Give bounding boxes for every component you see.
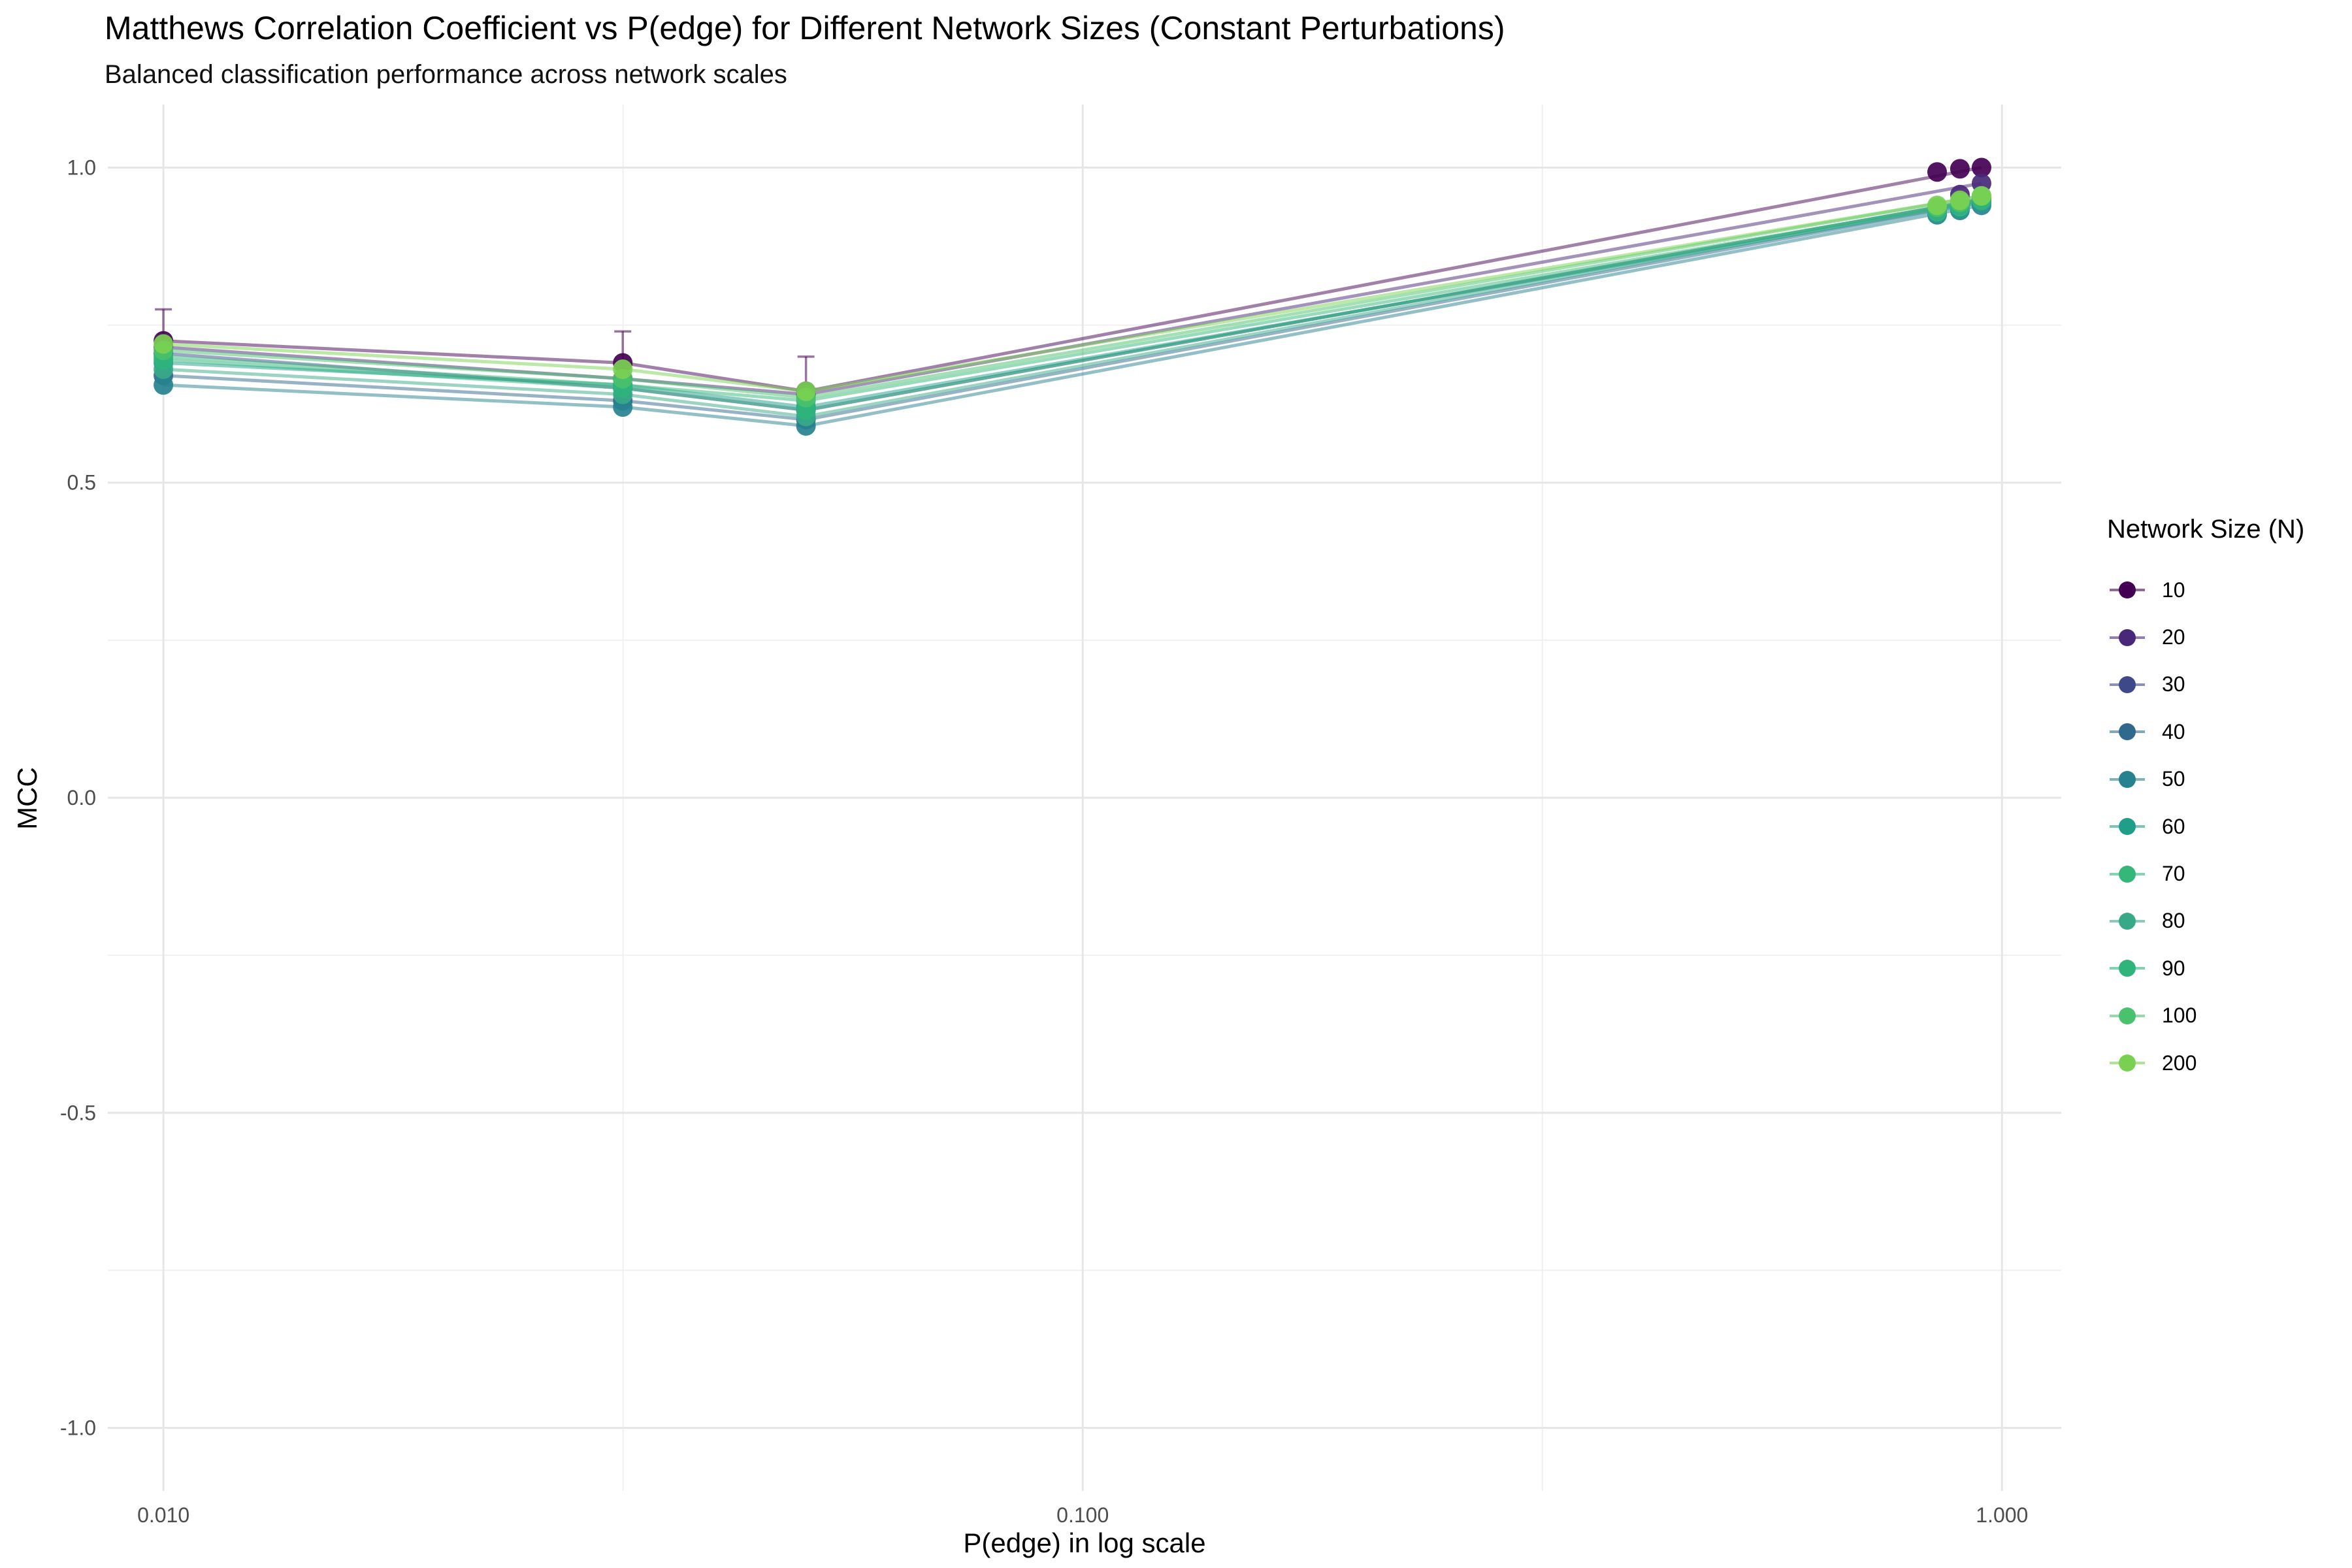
legend-item-10: 10	[2107, 566, 2304, 613]
legend-dot	[2119, 770, 2136, 788]
legend-label: 40	[2162, 719, 2185, 743]
x-tick-label: 0.010	[137, 1503, 189, 1527]
legend-item-20: 20	[2107, 613, 2304, 661]
legend-item-90: 90	[2107, 945, 2304, 992]
data-point-200	[1950, 190, 1970, 210]
series-line-80	[163, 199, 1982, 418]
legend-item-50: 50	[2107, 756, 2304, 803]
legend-dot	[2119, 581, 2136, 599]
series-line-10	[163, 165, 1982, 393]
legend-key	[2107, 861, 2148, 887]
y-tick-label: 1.0	[67, 155, 96, 179]
legend-label: 200	[2162, 1051, 2197, 1075]
series-line-70	[163, 199, 1982, 402]
data-point-10	[1927, 162, 1947, 182]
legend-label: 10	[2162, 578, 2185, 602]
legend-dot	[2119, 865, 2136, 883]
legend-key	[2107, 813, 2148, 840]
legend-item-30: 30	[2107, 661, 2304, 708]
legend-label: 70	[2162, 862, 2185, 886]
data-point-200	[154, 334, 174, 354]
legend-key	[2107, 955, 2148, 981]
data-point-200	[1927, 195, 1947, 216]
tick-labels: -1.0 -0.5 0.0 0.5 1.0 0.010 0.100 1.000	[60, 155, 2028, 1527]
legend-dot	[2119, 1007, 2136, 1024]
legend-label: 30	[2162, 672, 2185, 696]
series-line-50	[163, 203, 1982, 428]
y-tick-label: 0.5	[67, 471, 96, 495]
legend-label: 20	[2162, 625, 2185, 649]
series-layer	[154, 157, 1991, 436]
legend-item-40: 40	[2107, 708, 2304, 755]
series-line-200	[163, 194, 1982, 393]
legend-key	[2107, 1050, 2148, 1076]
x-axis-title: P(edge) in log scale	[963, 1527, 1205, 1558]
legend-key	[2107, 766, 2148, 792]
legend-key	[2107, 908, 2148, 934]
legend-key	[2107, 719, 2148, 745]
legend-dot	[2119, 723, 2136, 741]
legend-key	[2107, 625, 2148, 651]
legend-dot	[2119, 818, 2136, 836]
y-tick-label: -1.0	[60, 1416, 96, 1440]
legend: Network Size (N) 10 20 30 40 50 60 70 80 90 100 20…	[2107, 515, 2304, 1086]
data-point-200	[613, 359, 633, 380]
series-line-100	[163, 194, 1982, 400]
legend-label: 80	[2162, 909, 2185, 933]
legend-item-80: 80	[2107, 898, 2304, 945]
legend-label: 50	[2162, 767, 2185, 791]
data-point-200	[796, 381, 816, 401]
data-point-200	[1971, 186, 1991, 206]
legend-label: 60	[2162, 814, 2185, 838]
legend-label: 90	[2162, 956, 2185, 980]
series-line-40	[163, 201, 1982, 421]
legend-item-60: 60	[2107, 803, 2304, 850]
legend-dot	[2119, 1054, 2136, 1072]
legend-key	[2107, 1003, 2148, 1029]
data-point-50	[154, 375, 174, 395]
legend-title: Network Size (N)	[2107, 515, 2305, 544]
legend-item-200: 200	[2107, 1039, 2304, 1086]
y-tick-label: -0.5	[60, 1101, 96, 1124]
legend-dot	[2119, 912, 2136, 930]
legend-key	[2107, 672, 2148, 698]
y-axis-title: MCC	[12, 767, 42, 830]
chart-subtitle: Balanced classification performance acro…	[105, 60, 787, 89]
legend-items: 10 20 30 40 50 60 70 80 90 100 200	[2107, 566, 2304, 1086]
chart-title: Matthews Correlation Coefficient vs P(ed…	[105, 10, 1505, 46]
legend-item-70: 70	[2107, 850, 2304, 897]
series-line-90	[163, 197, 1982, 412]
x-tick-label: 0.100	[1056, 1503, 1109, 1527]
gridlines	[108, 105, 2061, 1491]
legend-key	[2107, 577, 2148, 603]
legend-dot	[2119, 960, 2136, 977]
y-tick-label: 0.0	[67, 786, 96, 809]
data-point-10	[1950, 159, 1970, 179]
legend-dot	[2119, 629, 2136, 646]
x-tick-label: 1.000	[1976, 1503, 2028, 1527]
legend-item-100: 100	[2107, 992, 2304, 1039]
legend-dot	[2119, 676, 2136, 693]
legend-label: 100	[2162, 1004, 2197, 1028]
data-point-10	[1971, 157, 1991, 178]
